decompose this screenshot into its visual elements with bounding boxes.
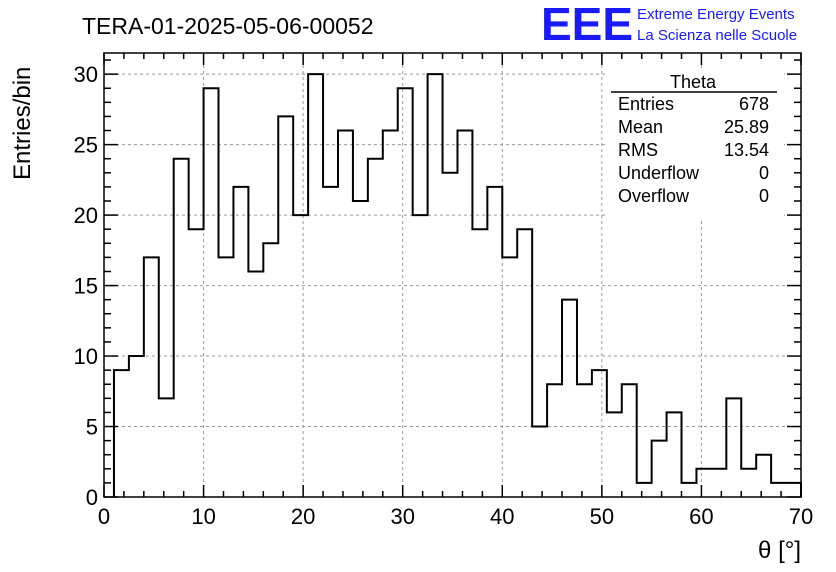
y-tick-label: 30 (74, 62, 98, 87)
grid-lines (104, 53, 801, 497)
x-tick-label: 20 (291, 504, 315, 529)
eee-logo: EEE (541, 0, 633, 50)
stats-value: 0 (759, 186, 769, 206)
stats-title: Theta (670, 72, 717, 92)
stats-label: Overflow (618, 186, 690, 206)
stats-label: Mean (618, 117, 663, 137)
x-axis-label: θ [°] (758, 537, 801, 564)
x-tick-label: 70 (789, 504, 813, 529)
stats-value: 678 (739, 94, 769, 114)
eee-logo-line1: Extreme Energy Events (637, 6, 795, 23)
eee-logo-line2: La Scienza nelle Scuole (637, 27, 797, 44)
y-tick-label: 5 (86, 415, 98, 440)
x-tick-label: 40 (490, 504, 514, 529)
stats-value: 0 (759, 163, 769, 183)
stats-box: Theta Entries 678 Mean 25.89 RMS 13.54 Underfl… (608, 68, 784, 218)
y-tick-label: 15 (74, 274, 98, 299)
histogram-outline (112, 73, 802, 497)
x-tick-label: 60 (689, 504, 713, 529)
x-tick-label: 10 (191, 504, 215, 529)
stats-label: Underflow (618, 163, 700, 183)
plot-frame (103, 52, 802, 498)
x-tick-label: 30 (390, 504, 414, 529)
stats-value: 13.54 (724, 140, 769, 160)
y-axis-label: Entries/bin (9, 67, 36, 180)
axis-ticks (103, 53, 802, 498)
x-tick-label: 50 (590, 504, 614, 529)
tick-labels: 0 10 20 30 40 50 60 70 0 5 10 15 20 25 30 (74, 62, 814, 529)
y-tick-label: 10 (74, 344, 98, 369)
y-tick-label: 25 (74, 133, 98, 158)
y-tick-label: 20 (74, 203, 98, 228)
chart-title: TERA-01-2025-05-06-00052 (82, 13, 374, 39)
x-tick-label: 0 (98, 504, 110, 529)
y-tick-label: 0 (86, 485, 98, 510)
stats-value: 25.89 (724, 117, 769, 137)
stats-label: RMS (618, 140, 658, 160)
stats-label: Entries (618, 94, 674, 114)
